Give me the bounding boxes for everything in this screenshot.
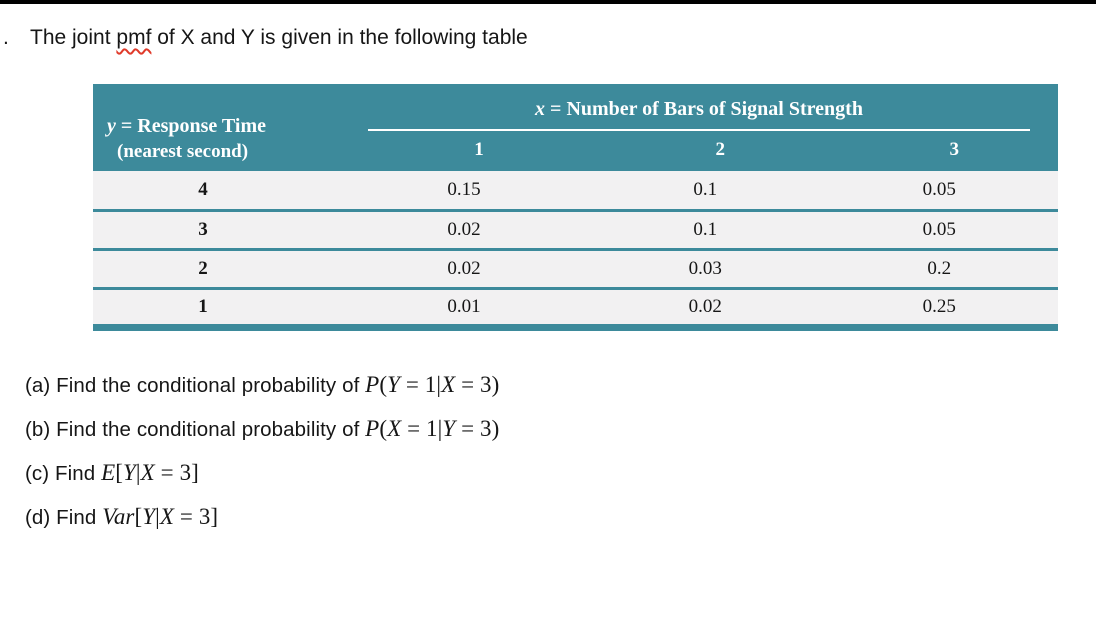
question-d-text: Find (50, 505, 103, 529)
question-c-text: Find (49, 461, 102, 485)
problem-statement-text: The joint pmf of X and Y is given in the… (30, 24, 528, 52)
question-d-math: Var[Y|X = 3] (102, 503, 219, 529)
problem-statement: . The joint pmf of X and Y is given in t… (3, 24, 1096, 52)
pmf-cell: 0.05 (922, 178, 956, 200)
pmf-cell: 0.25 (922, 295, 956, 317)
list-marker: . (3, 26, 9, 49)
table-row: 2 0.02 0.03 0.2 (93, 249, 1058, 288)
pmf-cell: 0.1 (693, 178, 718, 200)
x-axis-header: x = Number of Bars of Signal Strength (368, 84, 1058, 131)
question-b-label: (b) (25, 417, 51, 441)
pmf-cell: 0.02 (688, 295, 722, 317)
title-post: of X and Y is given in the following tab… (151, 26, 528, 49)
x-axis-header-underlined: x = Number of Bars of Signal Strength (368, 98, 1030, 131)
column-header-x1: 1 (368, 131, 590, 171)
question-c-label: (c) (25, 461, 50, 485)
question-a-label: (a) (25, 373, 51, 397)
question-list: (a) Find the conditional probability of … (25, 371, 1096, 532)
pmf-cell: 0.01 (447, 295, 481, 317)
joint-pmf-table: y = Response Time (nearest second) x = N… (93, 84, 1058, 331)
y-value: 4 (198, 178, 208, 200)
title-pre: The joint (30, 26, 117, 49)
pmf-cell: 0.2 (927, 257, 952, 279)
question-c: (c) Find E[Y|X = 3] (25, 459, 1096, 488)
question-c-math: E[Y|X = 3] (101, 459, 199, 485)
y-axis-header-sub: (nearest second) (117, 141, 249, 162)
question-b-text: Find the conditional probability of (50, 417, 366, 441)
y-value: 1 (198, 295, 208, 317)
table-row: 4 0.15 0.1 0.05 (93, 171, 1058, 210)
question-b-math: P(X = 1|Y = 3) (365, 415, 500, 441)
column-numbers-row: 1 2 3 (93, 131, 1058, 171)
pmf-cell: 0.02 (447, 257, 481, 279)
column-header-x2: 2 (589, 131, 851, 171)
y-variable: y (107, 115, 116, 137)
joint-pmf-table-container: y = Response Time (nearest second) x = N… (93, 84, 1058, 331)
y-axis-header: y = Response Time (nearest second) (93, 84, 369, 171)
x-variable: x (535, 98, 546, 120)
question-d-label: (d) (25, 505, 51, 529)
table-row: 3 0.02 0.1 0.05 (93, 210, 1058, 249)
question-d: (d) Find Var[Y|X = 3] (25, 503, 1096, 532)
misspelled-word-pmf: pmf (116, 26, 152, 49)
table-row: 1 0.01 0.02 0.25 (93, 288, 1058, 327)
pmf-cell: 0.02 (447, 218, 481, 240)
y-value: 2 (198, 257, 208, 279)
question-a-text: Find the conditional probability of (50, 373, 366, 397)
pmf-cell: 0.05 (922, 218, 956, 240)
pmf-cell: 0.1 (693, 218, 718, 240)
y-value: 3 (198, 218, 208, 240)
y-axis-header-text: = Response Time (115, 115, 267, 137)
question-b: (b) Find the conditional probability of … (25, 415, 1096, 444)
question-a: (a) Find the conditional probability of … (25, 371, 1096, 400)
pmf-cell: 0.03 (688, 257, 722, 279)
pmf-cell: 0.15 (447, 178, 481, 200)
question-a-math: P(Y = 1|X = 3) (365, 371, 500, 397)
table-header: y = Response Time (nearest second) x = N… (93, 84, 1058, 171)
y-axis-header-main: y = Response Time (107, 113, 368, 139)
x-axis-header-text: = Number of Bars of Signal Strength (545, 98, 863, 120)
column-header-x3: 3 (850, 131, 1058, 171)
